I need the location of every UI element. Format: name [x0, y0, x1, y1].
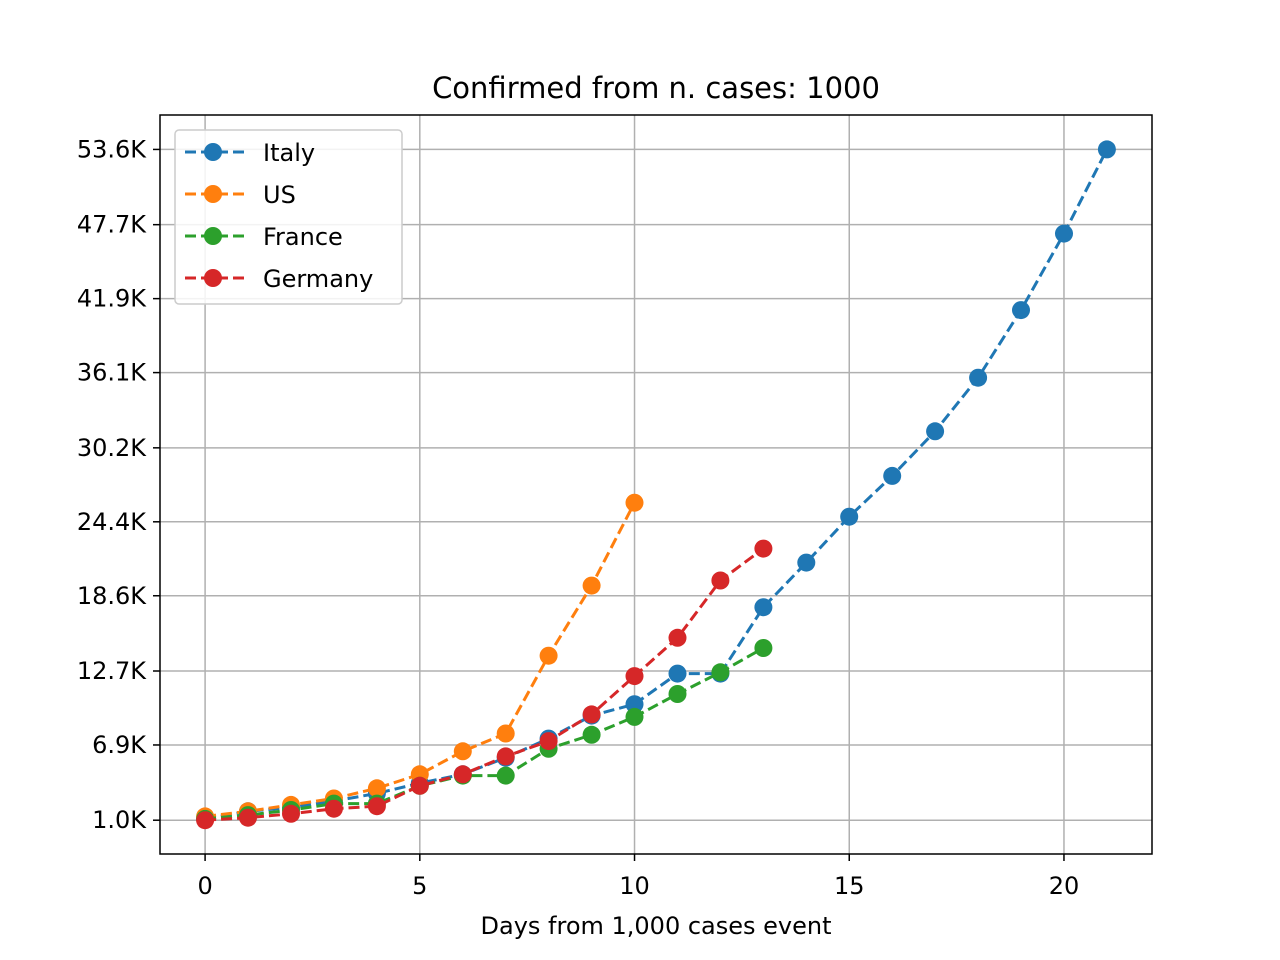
y-axis: 1.0K 6.9K 12.7K 18.6K 24.4K 30.2K 36.1K 41.9K 47…: [77, 135, 160, 834]
data-point: [367, 779, 386, 798]
data-point: [883, 466, 902, 485]
data-point: [496, 747, 515, 766]
legend-box: [174, 129, 403, 305]
legend-item-germany: Germany: [185, 265, 373, 293]
legend-marker: [204, 185, 222, 203]
legend-marker: [204, 227, 222, 245]
data-point: [668, 664, 687, 683]
data-point: [410, 776, 429, 795]
data-point: [754, 539, 773, 558]
legend-item-us: US: [185, 181, 296, 209]
data-point: [367, 797, 386, 816]
series-line: [204, 148, 1109, 821]
data-point: [754, 598, 773, 617]
data-point: [668, 628, 687, 647]
series-line: [205, 547, 765, 822]
chart-title: Confirmed from n. cases: 1000: [432, 71, 880, 105]
data-point: [496, 766, 515, 785]
series-line: [204, 502, 636, 818]
data-point: [582, 576, 601, 595]
legend-item-france: France: [185, 223, 343, 251]
data-point: [969, 368, 988, 387]
data-point: [196, 811, 215, 830]
x-tick-label: 10: [619, 872, 650, 900]
legend: Italy US France Germany: [174, 129, 403, 305]
data-point: [840, 507, 859, 526]
legend-marker: [204, 269, 222, 287]
data-point: [926, 422, 945, 441]
plot-frame: [159, 114, 1153, 855]
y-tick-label: 6.9K: [92, 731, 147, 759]
x-tick-label: 0: [197, 872, 212, 900]
x-tick-label: 5: [412, 872, 427, 900]
y-tick-label: 12.7K: [77, 657, 147, 685]
series-germany: [196, 539, 773, 830]
data-point: [711, 571, 730, 590]
data-point: [1097, 140, 1116, 159]
y-tick-label: 47.7K: [77, 211, 147, 239]
data-point: [239, 808, 257, 827]
y-tick-label: 24.4K: [77, 508, 147, 536]
grid: [160, 115, 1152, 854]
x-tick-label: 20: [1049, 872, 1080, 900]
legend-label: Italy: [263, 139, 315, 167]
legend-item-italy: Italy: [185, 139, 315, 167]
data-point: [711, 663, 730, 682]
x-axis-label: Days from 1,000 cases event: [481, 912, 832, 940]
data-point: [496, 724, 515, 743]
legend-marker: [204, 143, 222, 161]
data-point: [625, 695, 644, 714]
data-point: [582, 725, 601, 744]
data-point: [453, 765, 472, 784]
y-tick-label: 41.9K: [77, 285, 147, 313]
data-point: [797, 553, 816, 572]
legend-label: France: [263, 223, 343, 251]
y-tick-label: 36.1K: [77, 359, 147, 387]
y-tick-label: 53.6K: [77, 135, 147, 163]
data-point: [1055, 224, 1073, 243]
data-point: [539, 646, 558, 665]
data-point: [1012, 301, 1030, 320]
y-tick-label: 30.2K: [77, 434, 147, 462]
data-point: [668, 685, 687, 703]
y-tick-label: 18.6K: [77, 582, 147, 610]
data-point: [625, 493, 644, 512]
series-group: [196, 140, 1116, 830]
data-point: [625, 667, 644, 686]
legend-label: US: [263, 181, 296, 209]
y-tick-label: 1.0K: [92, 806, 147, 834]
data-point: [625, 707, 644, 726]
data-point: [539, 732, 558, 751]
data-point: [582, 705, 601, 724]
data-point: [324, 799, 343, 818]
legend-label: Germany: [263, 265, 373, 293]
data-point: [453, 742, 472, 761]
data-point: [282, 804, 300, 823]
x-axis: 0 5 10 15 20: [197, 854, 1079, 900]
data-point: [754, 639, 773, 657]
x-tick-label: 15: [834, 872, 865, 900]
